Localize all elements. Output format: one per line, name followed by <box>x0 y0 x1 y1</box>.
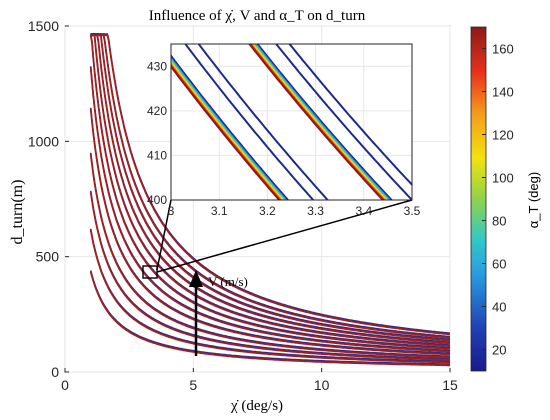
inset-curve <box>274 44 412 200</box>
inset-curve <box>248 44 385 200</box>
zoom-connector-right <box>156 199 413 273</box>
main-y-ticks: 0 500 1000 1500 <box>28 18 69 380</box>
v-arrow-label: V (m/s) <box>208 274 248 289</box>
curve-blue-edge <box>89 190 450 360</box>
chart-title: Influence of χ̇, V and α_T on d_turn <box>149 8 366 24</box>
x-tick-label: 5 <box>189 377 197 393</box>
x-tick-label: 0 <box>61 377 69 393</box>
curve-red <box>89 271 450 367</box>
colorbar-tick-label: 100 <box>492 171 514 186</box>
colorbar <box>470 26 487 372</box>
inset-x-tick-label: 3.1 <box>211 204 228 218</box>
inset-y-ticks: 400 410 420 430 <box>147 59 167 207</box>
inset-x-tick-label: 3.2 <box>259 204 276 218</box>
curve-red <box>89 153 451 359</box>
curve-red <box>90 34 451 336</box>
inset-x-ticks: 3 3.1 3.2 3.3 3.4 3.5 <box>168 204 421 218</box>
main-x-ticks: 0 5 10 15 <box>61 368 458 393</box>
v-arrow-head <box>189 270 203 287</box>
colorbar-tick-label: 20 <box>492 343 506 358</box>
colorbar-ticks: 20 40 60 80 100 120 140 160 <box>482 42 514 358</box>
colorbar-tick-label: 80 <box>492 214 506 229</box>
curve-red <box>89 67 451 353</box>
curve-red <box>89 35 450 350</box>
curve-blue-edge <box>89 228 450 363</box>
colorbar-tick-label: 60 <box>492 257 506 272</box>
y-axis-label: d_turn(m) <box>9 180 26 245</box>
y-tick-label: 1000 <box>28 133 59 149</box>
colorbar-tick-label: 120 <box>492 128 514 143</box>
main-curves <box>89 33 451 367</box>
curve-blue-edge <box>89 270 450 365</box>
y-tick-label: 1500 <box>28 18 59 34</box>
inset-curve <box>184 44 315 200</box>
zoom-connector-left <box>156 199 172 271</box>
inset-x-tick-label: 3 <box>168 204 175 218</box>
inset-y-tick-label: 430 <box>147 59 167 73</box>
inset-y-tick-label: 410 <box>147 148 167 162</box>
y-tick-label: 500 <box>36 249 60 265</box>
curve-red <box>89 229 450 364</box>
inset-y-tick-label: 420 <box>147 104 167 118</box>
curve-red <box>89 191 450 361</box>
inset-y-tick-label: 400 <box>147 193 167 207</box>
curve-red <box>90 34 451 348</box>
x-tick-label: 10 <box>314 377 330 393</box>
x-tick-label: 15 <box>442 377 458 393</box>
inset-curve <box>288 44 412 187</box>
inset-x-tick-label: 3.4 <box>355 204 372 218</box>
curve-blue-edge <box>89 152 451 358</box>
colorbar-tick-label: 40 <box>492 300 506 315</box>
inset-curve <box>171 64 281 200</box>
curve-red <box>90 34 451 345</box>
inset-curve <box>197 44 329 200</box>
inset-frame <box>170 43 413 201</box>
colorbar-label: α_T (deg) <box>526 172 541 228</box>
colorbar-tick-label: 160 <box>492 42 514 57</box>
curve-red <box>89 108 451 356</box>
x-axis-label: χ̇ (deg/s) <box>230 398 283 414</box>
colorbar-tick-label: 140 <box>492 85 514 100</box>
inset-x-tick-label: 3.5 <box>404 204 421 218</box>
inset-x-tick-label: 3.3 <box>307 204 324 218</box>
curve-red <box>90 34 451 342</box>
curve-red <box>90 34 451 339</box>
y-tick-label: 0 <box>51 364 59 380</box>
